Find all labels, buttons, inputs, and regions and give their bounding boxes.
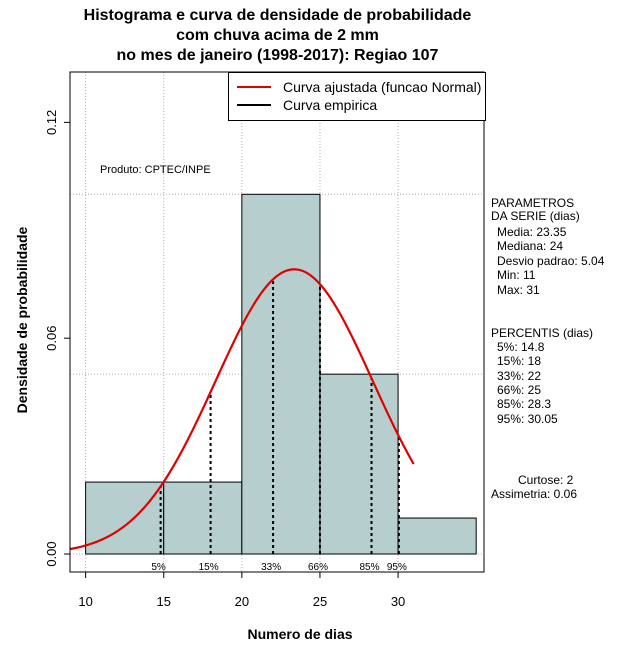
y-axis-label: Densidade de probabilidade — [14, 226, 30, 414]
parametros-title-2: DA SERIE (dias) — [491, 209, 580, 223]
legend-label-fit: Curva ajustada (funcao Normal) — [283, 79, 482, 95]
percentil-15: 15%: 18 — [497, 354, 542, 368]
percentil-85: 85%: 28.3 — [497, 397, 552, 411]
x-tick-label: 10 — [78, 594, 92, 609]
stat-assimetria: Assimetria: 0.06 — [491, 487, 578, 501]
histogram-bar — [163, 481, 243, 555]
curve-layer — [69, 268, 415, 551]
legend-item-empirical: Curva empirica — [237, 97, 377, 113]
x-tick-label: 25 — [313, 594, 327, 609]
legend-swatch-black — [237, 104, 271, 106]
param-max: Max: 31 — [497, 283, 540, 297]
y-tick-label: 0.00 — [44, 541, 59, 566]
parametros-title-1: PARAMETROS — [491, 196, 575, 210]
histogram-bar — [397, 517, 477, 555]
histogram-bar — [241, 193, 321, 555]
histogram-bar — [85, 481, 165, 555]
param-min: Min: 11 — [497, 268, 536, 282]
x-axis-label: Numero de dias — [247, 626, 353, 642]
percentile-layer — [159, 279, 400, 555]
y-tick-label: 0.12 — [44, 110, 59, 135]
percentil-5: 5%: 14.8 — [497, 340, 545, 354]
produto-annotation: Produto: CPTEC/INPE — [100, 164, 211, 176]
param-media: Media: 23.35 — [497, 225, 567, 239]
percentil-95: 95%: 30.05 — [497, 412, 558, 426]
percentis-title: PERCENTIS (dias) — [491, 326, 594, 340]
chart-title-line-2: com chuva acima de 2 mm — [176, 27, 379, 44]
percentile-label: 66% — [308, 562, 328, 573]
percentile-label: 15% — [199, 562, 219, 573]
normal-fit-curve — [69, 268, 415, 551]
chart-title-line-1: Histograma e curva de densidade de proba… — [83, 7, 472, 24]
percentile-label: 95% — [387, 562, 407, 573]
percentile-label: 85% — [360, 562, 380, 573]
x-tick-label: 20 — [235, 594, 249, 609]
histogram-bar — [319, 373, 399, 555]
y-tick-label: 0.06 — [44, 326, 59, 351]
chart-title-line-3: no mes de janeiro (1998-2017): Regiao 10… — [116, 47, 439, 64]
bars-layer — [85, 193, 477, 555]
percentil-33: 33%: 22 — [497, 369, 542, 383]
legend-item-fit: Curva ajustada (funcao Normal) — [237, 79, 481, 95]
tick-labels-layer: 5% 15% 33% 66% 85% 95% 10 15 20 25 30 0.00 0.06 0.12 — [44, 110, 407, 609]
percentile-label: 5% — [151, 562, 166, 573]
legend-swatch-red — [237, 86, 271, 88]
legend-label-empirical: Curva empirica — [283, 97, 378, 113]
param-desvio: Desvio padrao: 5.04 — [497, 254, 605, 268]
x-tick-label: 30 — [391, 594, 405, 609]
x-tick-label: 15 — [157, 594, 171, 609]
param-mediana: Mediana: 24 — [497, 239, 564, 253]
legend: Curva ajustada (funcao Normal) Curva emp… — [228, 72, 486, 121]
percentile-label: 33% — [261, 562, 281, 573]
percentil-66: 66%: 25 — [497, 383, 542, 397]
stat-curtose: Curtose: 2 — [518, 473, 574, 487]
